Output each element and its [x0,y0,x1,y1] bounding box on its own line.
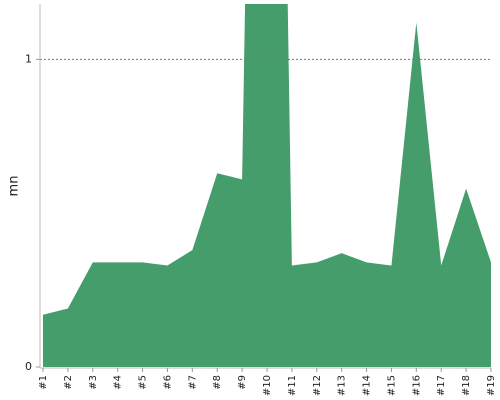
x-tick-label: #14 [362,375,373,396]
x-tick-label: #13 [337,375,348,396]
x-tick-label: #5 [138,375,149,390]
x-tick-label: #3 [88,375,99,390]
x-tick-label: #1 [38,375,49,390]
x-tick-label: #15 [386,375,397,396]
x-tick-label: #4 [113,375,124,390]
x-tick-label: #12 [312,375,323,396]
x-tick-label: #18 [461,375,472,396]
x-tick-label: #2 [63,375,74,390]
y-axis-label: mn [7,176,22,197]
x-tick-label: #7 [187,375,198,390]
x-tick-label: #10 [262,375,273,396]
area [43,4,491,367]
x-tick-label: #9 [237,375,248,390]
x-tick-label: #16 [411,375,422,396]
x-tick-label: #19 [486,375,497,396]
x-tick-label: #11 [287,375,298,396]
x-tick-label: #8 [212,375,223,390]
y-tick-label: 0 [25,360,32,373]
x-tick-label: #6 [162,375,173,390]
y-tick-label: 1 [25,52,32,65]
x-tick-label: #17 [436,375,447,396]
